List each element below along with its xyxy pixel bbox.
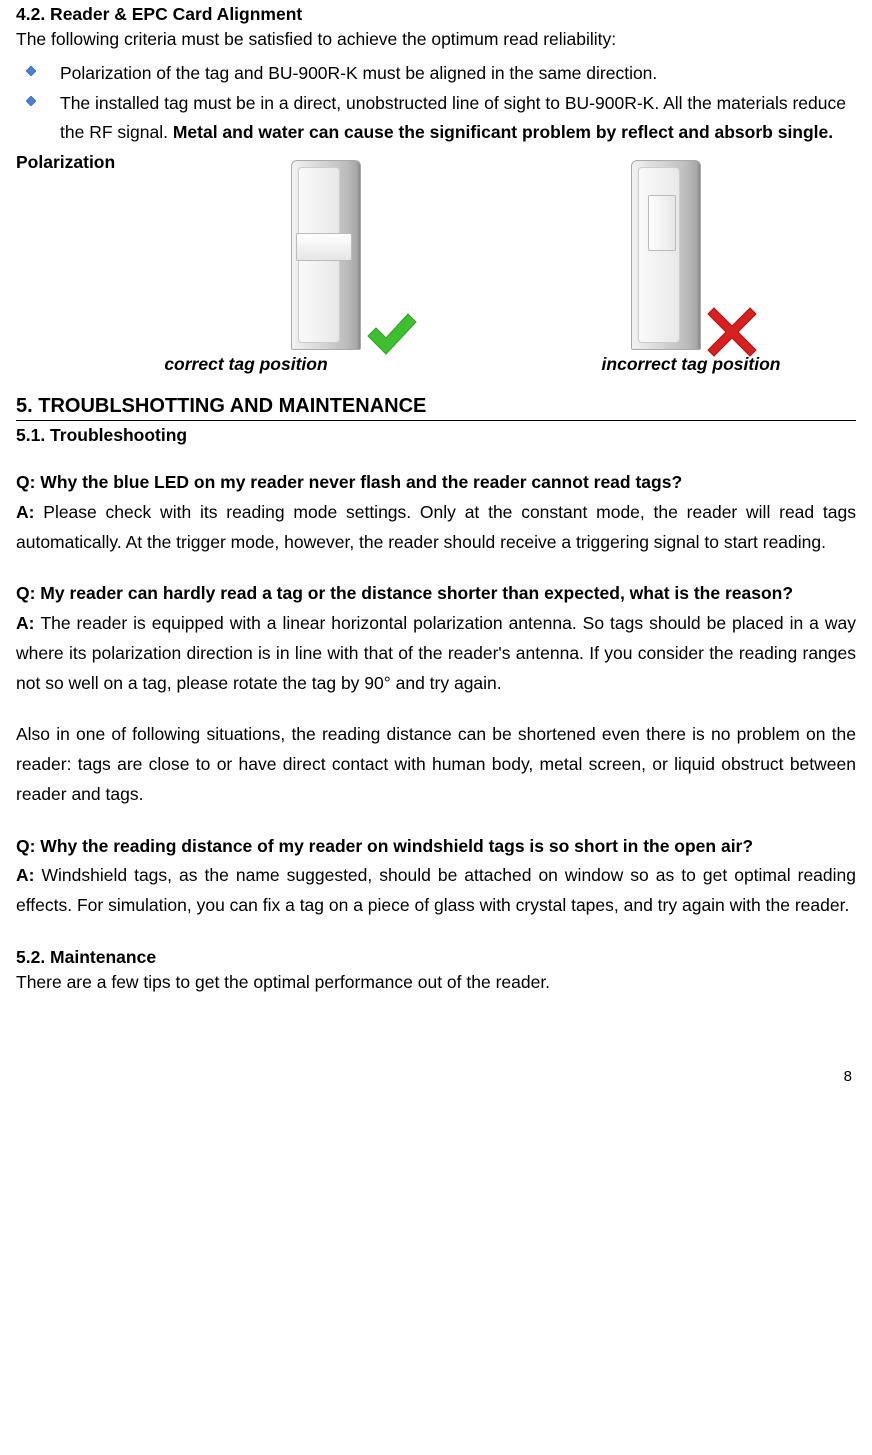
correct-position-figure xyxy=(216,150,436,350)
question-3: Q: Why the reading distance of my reader… xyxy=(16,832,856,862)
answer-2-prefix: A: xyxy=(16,613,40,633)
polarization-figures xyxy=(136,150,856,350)
heading-4-2: 4.2. Reader & EPC Card Alignment xyxy=(16,4,856,25)
answer-2-body: The reader is equipped with a linear hor… xyxy=(16,613,856,693)
tag-horizontal-icon xyxy=(296,233,352,261)
intro-4-2: The following criteria must be satisfied… xyxy=(16,25,856,55)
criteria-item-2: The installed tag must be in a direct, u… xyxy=(16,89,856,149)
question-2: Q: My reader can hardly read a tag or th… xyxy=(16,579,856,609)
criteria-text-2-bold: Metal and water can cause the significan… xyxy=(173,122,833,142)
question-1: Q: Why the blue LED on my reader never f… xyxy=(16,468,856,498)
crossmark-icon xyxy=(704,304,760,360)
heading-5-1: 5.1. Troubleshooting xyxy=(16,425,856,446)
body-5-2: There are a few tips to get the optimal … xyxy=(16,968,856,998)
polarization-section: Polarization xyxy=(16,152,856,350)
criteria-text-1: Polarization of the tag and BU-900R-K mu… xyxy=(60,63,657,83)
criteria-item-1: Polarization of the tag and BU-900R-K mu… xyxy=(16,59,856,89)
answer-1-prefix: A: xyxy=(16,502,43,522)
answer-1-body: Please check with its reading mode setti… xyxy=(16,502,856,552)
answer-2-extra: Also in one of following situations, the… xyxy=(16,720,856,809)
answer-2: A: The reader is equipped with a linear … xyxy=(16,609,856,698)
polarization-label: Polarization xyxy=(16,152,136,173)
qa-2: Q: My reader can hardly read a tag or th… xyxy=(16,579,856,809)
qa-3: Q: Why the reading distance of my reader… xyxy=(16,832,856,921)
qa-1: Q: Why the blue LED on my reader never f… xyxy=(16,468,856,557)
tag-vertical-icon xyxy=(648,195,676,251)
incorrect-position-figure xyxy=(556,150,776,350)
diamond-bullet-icon xyxy=(26,96,36,106)
checkmark-icon xyxy=(364,304,420,360)
diamond-bullet-icon xyxy=(26,66,36,76)
answer-3: A: Windshield tags, as the name suggeste… xyxy=(16,861,856,921)
heading-5: 5. TROUBLSHOTTING AND MAINTENANCE xyxy=(16,395,856,421)
answer-3-prefix: A: xyxy=(16,865,41,885)
reader-device-icon xyxy=(291,160,361,350)
criteria-list: Polarization of the tag and BU-900R-K mu… xyxy=(16,59,856,148)
document-page: 4.2. Reader & EPC Card Alignment The fol… xyxy=(0,4,872,1105)
answer-1: A: Please check with its reading mode se… xyxy=(16,498,856,558)
reader-device-icon xyxy=(631,160,701,350)
heading-5-2: 5.2. Maintenance xyxy=(16,947,856,968)
answer-3-body: Windshield tags, as the name suggested, … xyxy=(16,865,856,915)
page-number: 8 xyxy=(16,1068,856,1085)
caption-incorrect: incorrect tag position xyxy=(436,354,856,375)
